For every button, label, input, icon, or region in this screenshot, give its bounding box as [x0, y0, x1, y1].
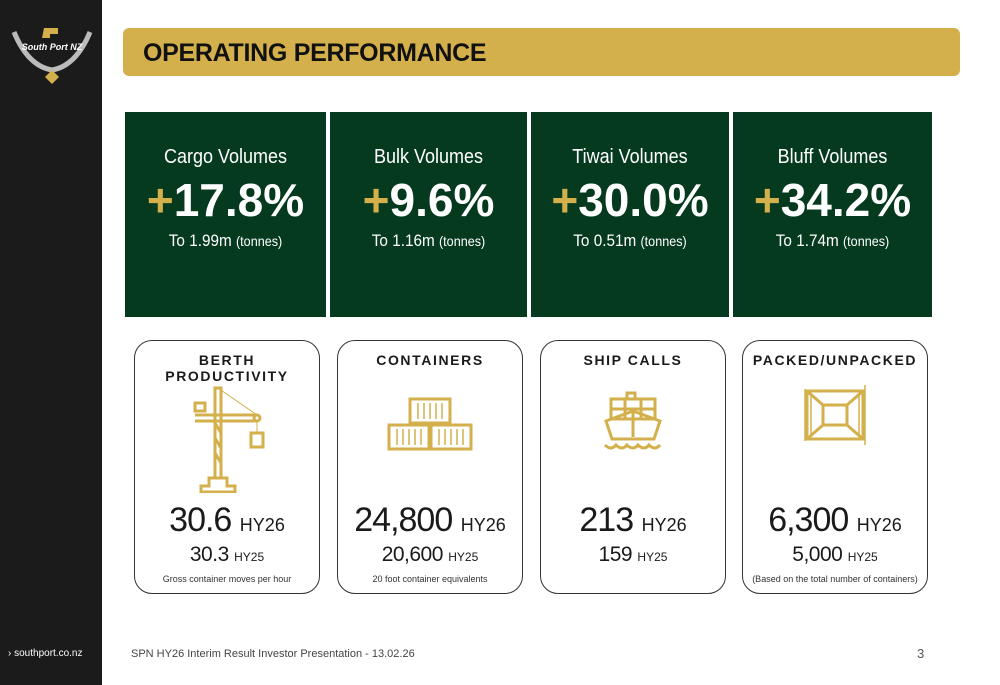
current-period: HY26 — [641, 515, 687, 535]
current-value: 6,300 HY26 — [743, 501, 927, 540]
change-value: 17.8% — [173, 174, 305, 226]
current-number: 30.6 — [169, 501, 232, 539]
metric-card: CONTAINERS 24,800 HY26 20,600 HY25 20 fo… — [337, 340, 523, 594]
prior-number: 159 — [598, 543, 633, 566]
plus-sign: + — [551, 174, 579, 226]
svg-text:South Port NZ: South Port NZ — [22, 42, 83, 52]
volume-change: +17.8% — [125, 173, 326, 227]
unit: (tonnes) — [438, 233, 486, 249]
metric-note: Gross container moves per hour — [162, 574, 292, 584]
volume-title: Bluff Volumes — [777, 146, 888, 168]
sidebar: South Port NZ › southport.co.nz — [0, 0, 102, 685]
current-period: HY26 — [856, 515, 902, 535]
plus-sign: + — [362, 174, 390, 226]
total-value: To 0.51m — [573, 231, 637, 250]
prior-number: 5,000 — [792, 543, 843, 566]
metric-note: 20 foot container equivalents — [372, 574, 488, 584]
metric-title: PACKED/UNPACKED — [752, 352, 918, 368]
volume-title: Tiwai Volumes — [572, 146, 688, 168]
metric-title: SHIP CALLS — [583, 352, 683, 368]
prior-period: HY25 — [637, 550, 668, 564]
metric-card: PACKED/UNPACKED 6,300 HY26 5,000 HY25 (B… — [742, 340, 928, 594]
current-number: 213 — [579, 501, 634, 539]
unit: (tonnes) — [235, 233, 283, 249]
volume-card: Bluff Volumes +34.2% To 1.74m (tonnes) — [733, 112, 932, 317]
metric-title: BERTH PRODUCTIVITY — [165, 352, 289, 384]
south-port-logo: South Port NZ — [11, 28, 93, 84]
change-value: 34.2% — [780, 174, 912, 226]
current-value: 24,800 HY26 — [338, 501, 522, 540]
volume-total: To 1.99m (tonnes) — [135, 231, 316, 251]
current-number: 6,300 — [768, 501, 849, 539]
volume-change: +30.0% — [531, 173, 729, 227]
page-number: 3 — [917, 646, 925, 661]
prior-value: 20,600 HY25 — [338, 543, 522, 567]
metric-card: BERTH PRODUCTIVITY 30.6 HY26 30.3 HY25 G… — [134, 340, 320, 594]
plus-sign: + — [146, 174, 174, 226]
unit: (tonnes) — [640, 233, 687, 249]
volume-card: Tiwai Volumes +30.0% To 0.51m (tonnes) — [531, 112, 729, 317]
change-value: 30.0% — [578, 174, 709, 226]
current-period: HY26 — [460, 515, 506, 535]
current-value: 213 HY26 — [541, 501, 725, 540]
metric-card: SHIP CALLS 213 HY26 159 HY25 — [540, 340, 726, 594]
footer-text: SPN HY26 Interim Result Investor Present… — [131, 648, 415, 660]
plus-sign: + — [753, 174, 781, 226]
volume-total: To 0.51m (tonnes) — [541, 231, 719, 251]
metric-title: CONTAINERS — [376, 352, 484, 368]
total-value: To 1.16m — [371, 231, 435, 250]
page-title: OPERATING PERFORMANCE — [143, 39, 487, 67]
volume-card: Bulk Volumes +9.6% To 1.16m (tonnes) — [330, 112, 527, 317]
prior-number: 20,600 — [381, 543, 444, 566]
title-banner: OPERATING PERFORMANCE — [123, 28, 960, 76]
prior-period: HY25 — [234, 550, 265, 564]
website-link[interactable]: › southport.co.nz — [8, 648, 83, 659]
prior-period: HY25 — [847, 550, 878, 564]
current-number: 24,800 — [354, 501, 453, 539]
metric-note: (Based on the total number of containers… — [752, 574, 918, 584]
volume-card: Cargo Volumes +17.8% To 1.99m (tonnes) — [125, 112, 326, 317]
prior-value: 5,000 HY25 — [743, 543, 927, 567]
volume-total: To 1.16m (tonnes) — [340, 231, 517, 251]
total-value: To 1.74m — [775, 231, 839, 250]
volume-change: +34.2% — [733, 173, 932, 227]
volume-title: Bulk Volumes — [373, 146, 484, 168]
prior-number: 30.3 — [189, 543, 229, 566]
prior-period: HY25 — [448, 550, 479, 564]
current-period: HY26 — [239, 515, 285, 535]
volume-title: Cargo Volumes — [163, 146, 288, 168]
volume-total: To 1.74m (tonnes) — [743, 231, 922, 251]
total-value: To 1.99m — [168, 231, 232, 250]
change-value: 9.6% — [389, 174, 495, 226]
current-value: 30.6 HY26 — [135, 501, 319, 540]
prior-value: 30.3 HY25 — [135, 543, 319, 567]
volume-change: +9.6% — [330, 173, 527, 227]
unit: (tonnes) — [842, 233, 890, 249]
prior-value: 159 HY25 — [541, 543, 725, 567]
